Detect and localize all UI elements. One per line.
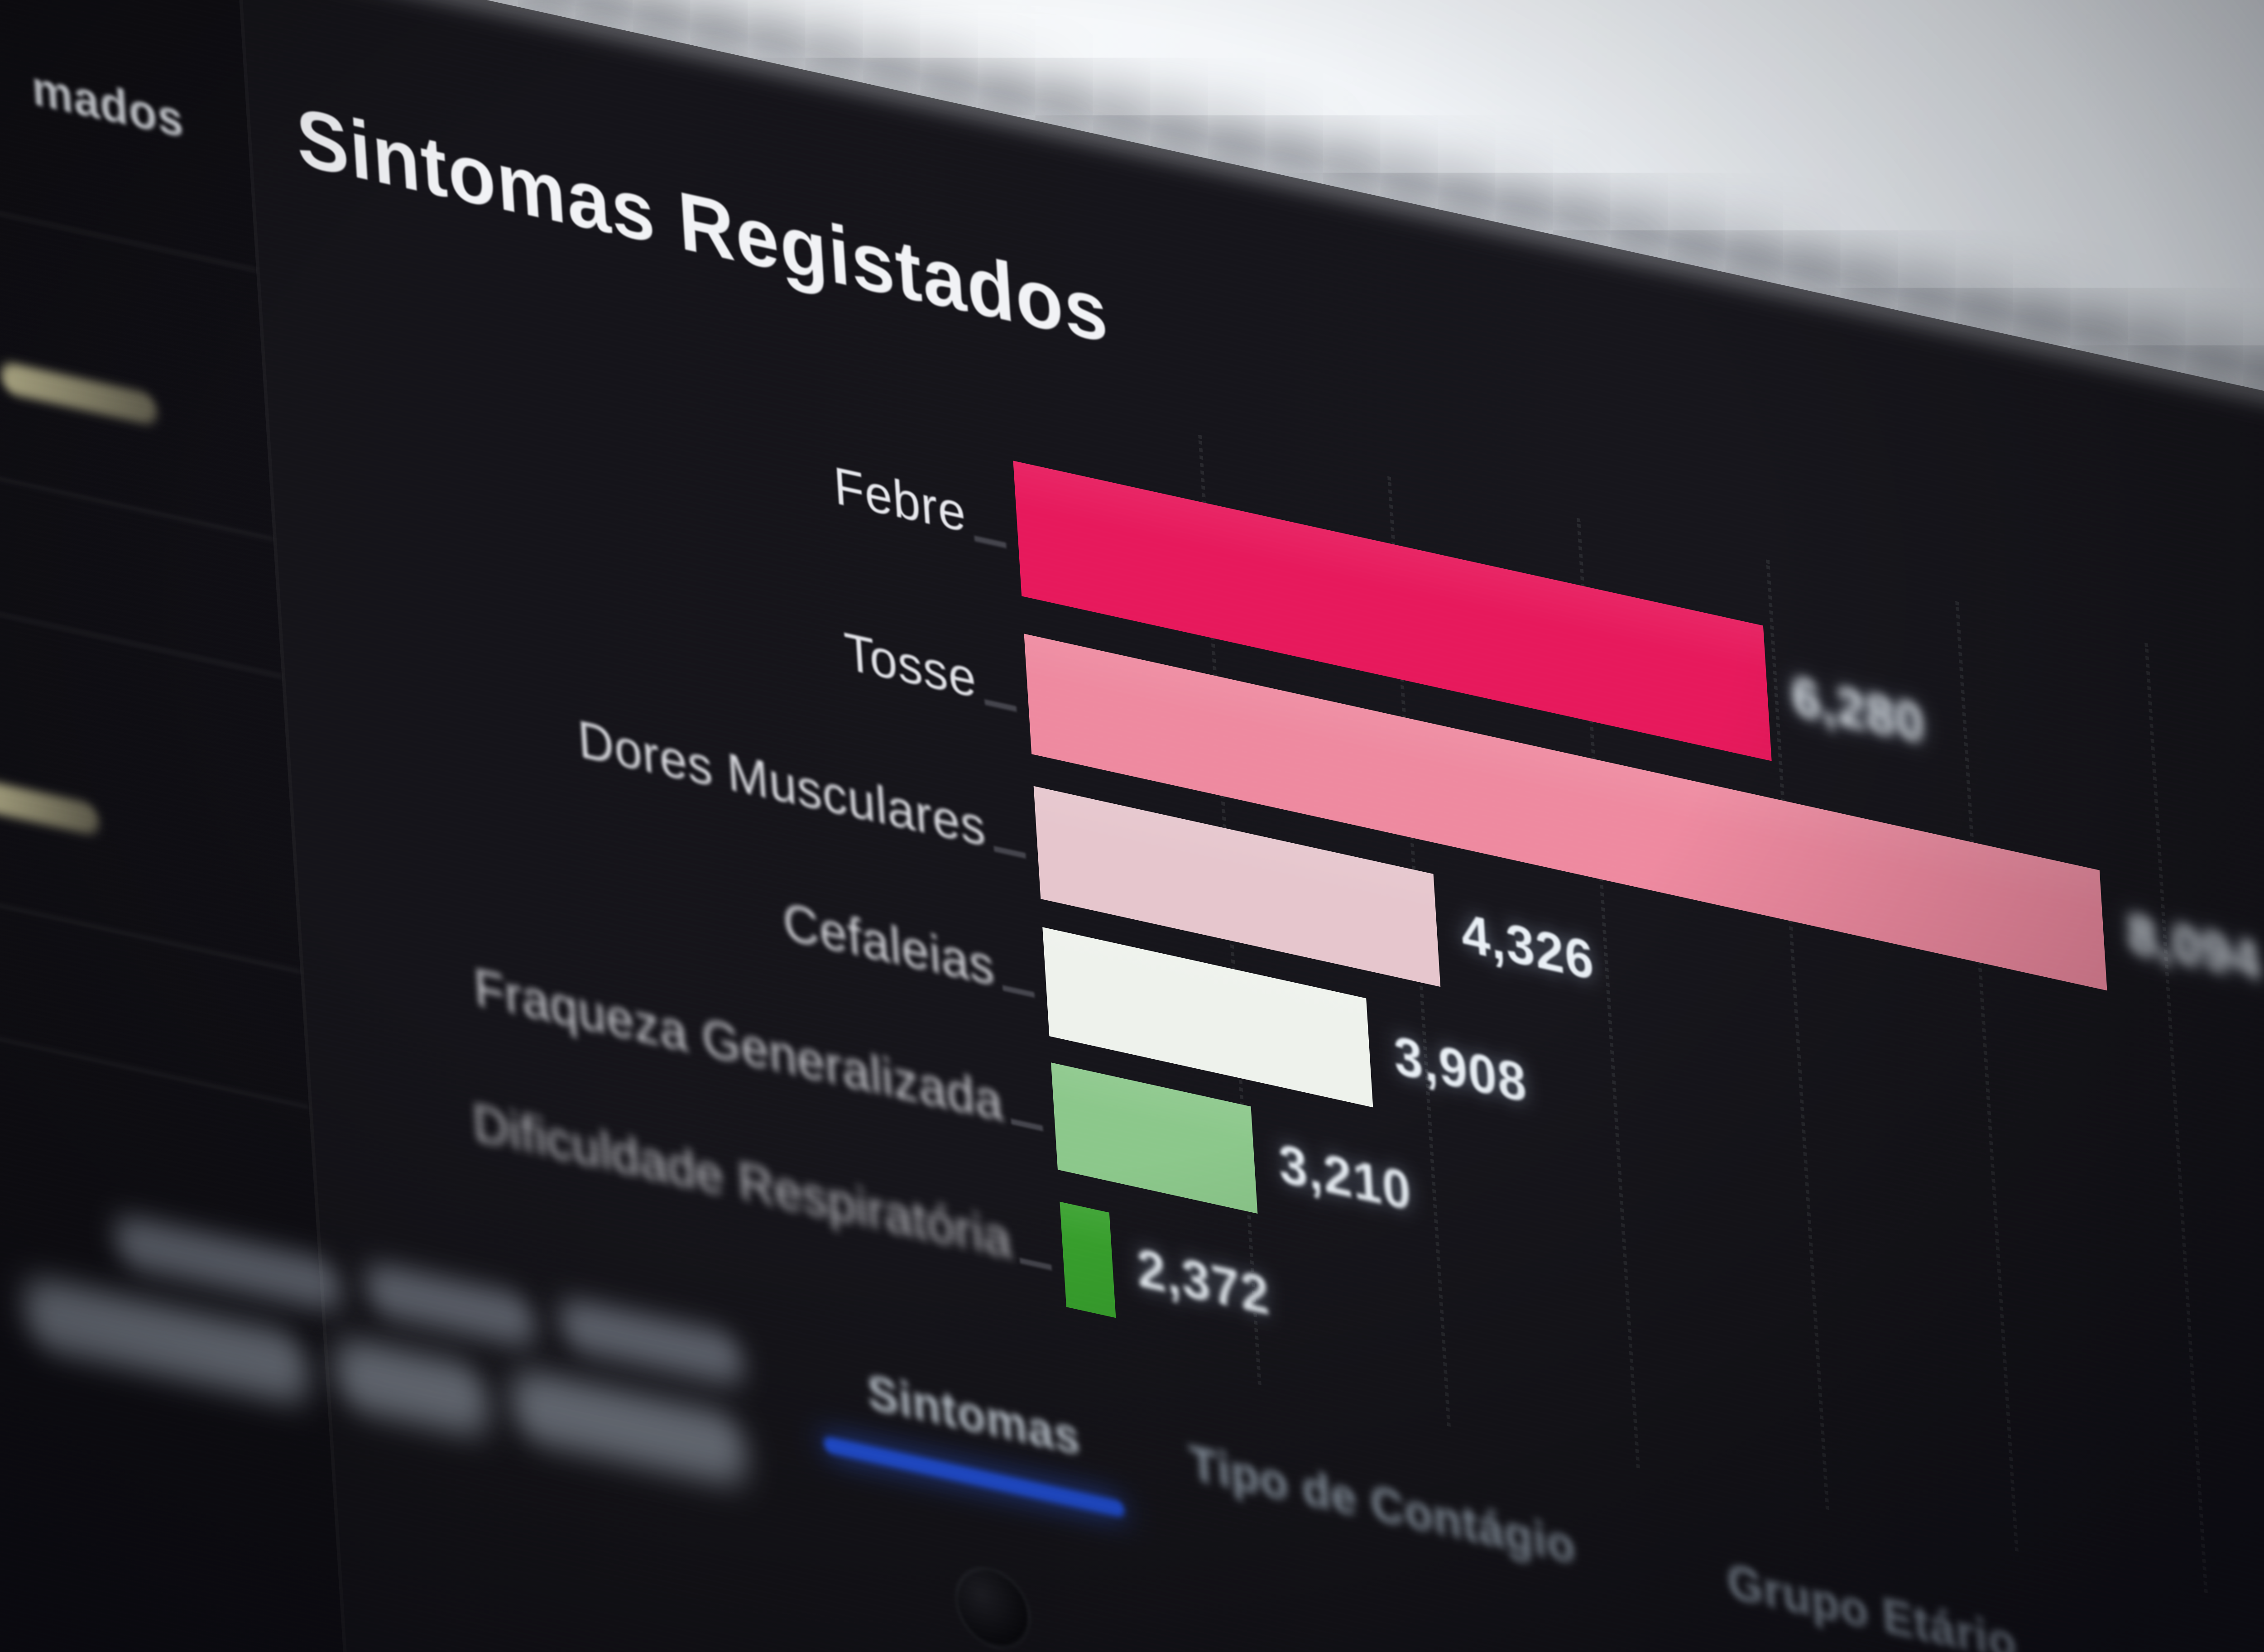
axis-tick	[993, 846, 1026, 859]
axis-tick	[984, 698, 1017, 711]
sidebar-slicer-item[interactable]	[0, 360, 158, 427]
vertical-gridline	[2144, 643, 2208, 1594]
axis-tick	[1011, 1119, 1043, 1132]
value-label-fraqueza-generalizada: 3,210	[1277, 1133, 1414, 1223]
value-label-cefaleias: 3,908	[1392, 1026, 1529, 1116]
value-label-dores-musculares: 4,326	[1459, 903, 1597, 994]
vertical-gridline	[1955, 601, 2019, 1552]
axis-tick	[1019, 1257, 1052, 1270]
axis-tick	[1002, 985, 1035, 998]
value-label-febre: 6,280	[1790, 667, 1927, 756]
sidebar-header-partial: mados	[30, 59, 186, 149]
sidebar-divider	[0, 178, 257, 272]
bar-dificuldade-respiratoria[interactable]	[1060, 1201, 1116, 1318]
axis-tick	[974, 535, 1007, 548]
main-panel: Sintomas Registados Febre 6,280 Tosse 8,094…	[23, 0, 2264, 1652]
value-label-tosse: 8,094	[2126, 903, 2263, 994]
bar-fraqueza-generalizada[interactable]	[1051, 1062, 1258, 1214]
